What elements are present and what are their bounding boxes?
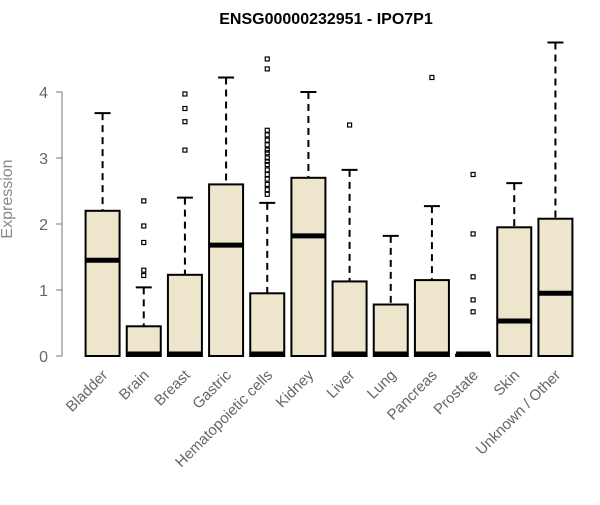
x-tick-label: Kidney [273,366,318,411]
y-tick-label: 4 [39,85,48,102]
outlier-point [264,191,270,197]
box-group [166,91,203,358]
x-tick-label: Skin [490,367,523,400]
outlier-point [264,187,270,193]
chart-title: ENSG00000232951 - IPO7P1 [219,11,433,28]
box-group [125,198,162,357]
box-group [413,74,450,358]
box-iqr [290,176,327,357]
outlier-point [264,167,270,173]
box-group [537,41,574,357]
outlier-point [182,147,188,153]
outlier-point [470,171,476,178]
y-tick-label: 1 [39,283,48,300]
box-iqr [537,217,574,357]
box-group [84,112,121,357]
x-tick-label: Breast [151,366,194,409]
box-iqr [331,280,368,358]
x-tick-label: Bladder [63,367,112,416]
outlier-point [264,137,270,143]
outlier-point [264,56,270,62]
outlier-point [264,171,270,178]
outlier-point [141,239,147,246]
outlier-point [264,66,270,72]
box-iqr [372,303,409,357]
box-iqr [125,325,162,357]
y-axis: 0 1 2 3 4 [39,85,63,366]
x-tick-label: Liver [323,367,358,402]
outlier-point [429,74,435,81]
box-group [496,182,533,357]
outlier-point [346,122,353,128]
y-axis-label: Expression [0,159,16,238]
outlier-point [264,158,270,164]
outlier-point [141,267,147,273]
boxes-layer [84,41,574,358]
outlier-point [141,198,147,204]
y-tick-label: 0 [39,349,48,366]
outlier-point [470,231,476,237]
box-iqr [208,183,245,357]
box-iqr [413,279,450,358]
outlier-point [141,223,147,229]
outlier-point [264,127,270,133]
box-group [455,171,492,357]
x-tick-label: Brain [116,367,153,404]
outlier-point [264,150,270,156]
box-group [331,122,368,358]
outlier-point [264,176,270,182]
outlier-point [264,147,270,153]
box-iqr [84,209,121,357]
box-group [290,91,327,357]
outlier-point [264,162,270,168]
outlier-point [264,132,270,138]
outlier-point [264,155,270,161]
outlier-point [182,91,188,97]
outlier-point [470,297,476,303]
box-group [208,76,245,357]
x-tick-label: Prostate [430,367,482,419]
outlier-point [264,181,270,187]
outlier-point [141,272,147,279]
y-tick-label: 2 [39,217,48,234]
outlier-point [470,309,476,315]
outlier-point [182,119,188,125]
outlier-point [470,274,476,280]
x-tick-label: Lung [364,367,400,403]
y-tick-label: 3 [39,151,48,168]
box-iqr [249,292,286,357]
box-iqr [166,273,203,358]
box-iqr [496,226,533,357]
box-group [372,234,409,357]
box-group [249,56,286,357]
outlier-point [182,105,188,112]
outlier-point [264,142,270,148]
